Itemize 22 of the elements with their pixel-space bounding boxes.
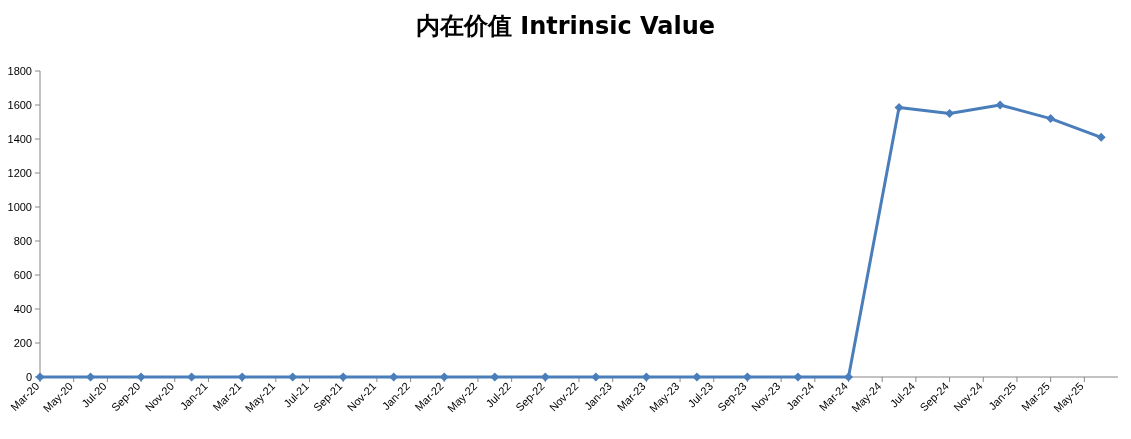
point bbox=[692, 372, 702, 382]
y-tick-label: 1800 bbox=[7, 65, 32, 77]
point bbox=[995, 100, 1005, 110]
y-tick-label: 1600 bbox=[7, 99, 32, 111]
point bbox=[591, 372, 601, 382]
y-tick-label: 600 bbox=[13, 269, 32, 281]
chart-title: 内在价值 Intrinsic Value bbox=[415, 12, 716, 40]
y-tick-label: 800 bbox=[13, 235, 32, 247]
y-tick-label: 200 bbox=[13, 337, 32, 349]
point bbox=[793, 372, 803, 382]
y-tick-label: 0 bbox=[25, 371, 32, 383]
y-tick-label: 1400 bbox=[7, 133, 32, 145]
y-tick-label: 1000 bbox=[7, 201, 32, 213]
point bbox=[945, 109, 955, 118]
y-tick-label: 400 bbox=[13, 303, 32, 315]
point bbox=[1046, 114, 1056, 124]
y-tick-label: 1200 bbox=[7, 167, 32, 179]
point bbox=[844, 372, 853, 382]
point bbox=[136, 372, 146, 382]
point bbox=[894, 103, 904, 113]
point bbox=[1096, 132, 1106, 142]
point bbox=[237, 372, 247, 382]
